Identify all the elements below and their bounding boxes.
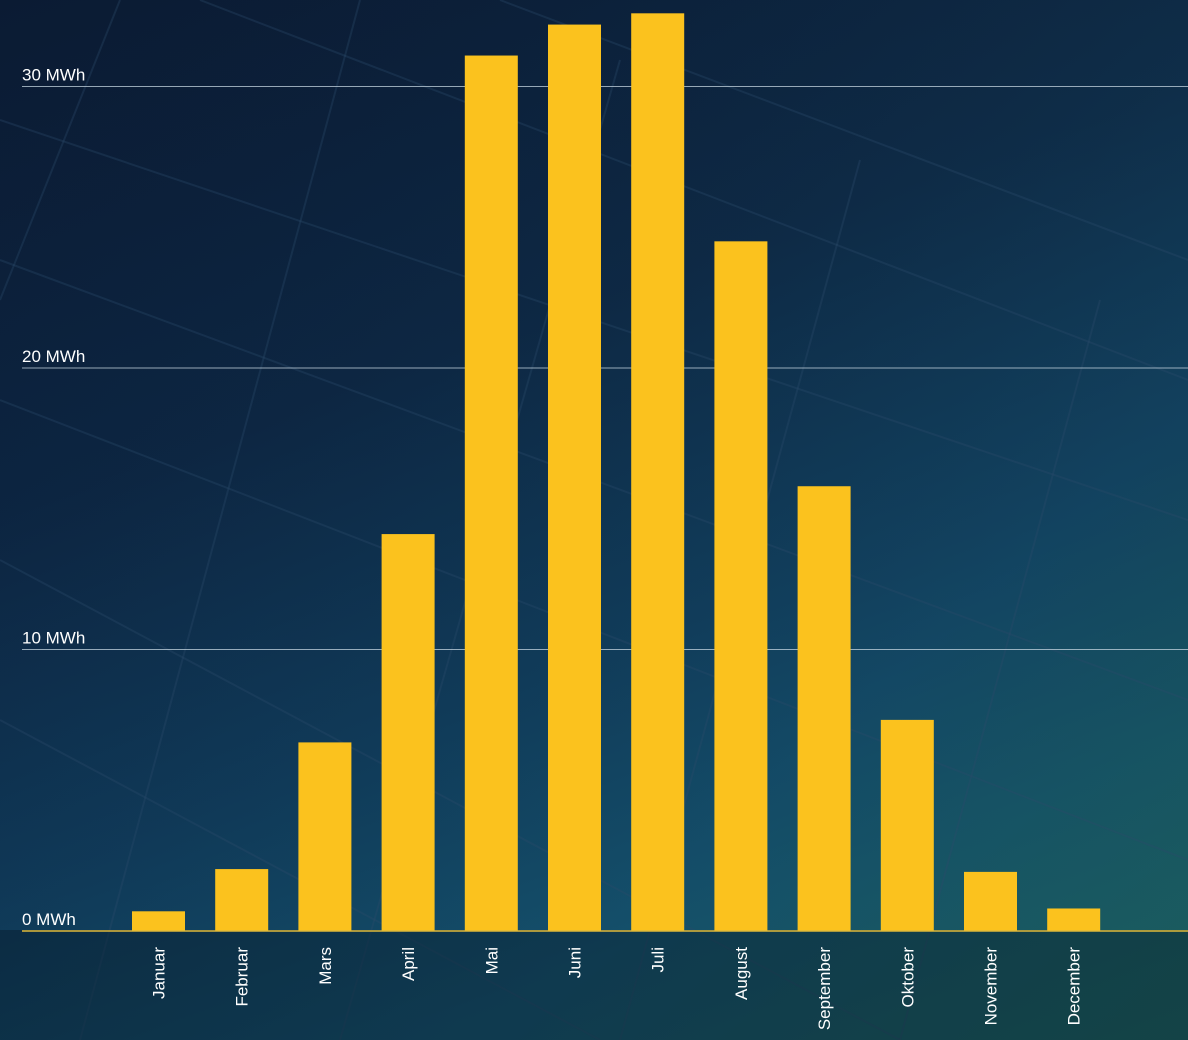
x-tick-label: April bbox=[399, 947, 418, 981]
bars bbox=[132, 13, 1101, 932]
x-tick-label: August bbox=[732, 947, 751, 1000]
bar-mai bbox=[464, 55, 518, 932]
bar-februar bbox=[215, 869, 269, 931]
x-tick-label: December bbox=[1065, 947, 1084, 1026]
bar-juni bbox=[548, 24, 601, 931]
bar-april bbox=[381, 534, 435, 931]
bar-september bbox=[797, 486, 851, 931]
x-tick-label: September bbox=[815, 947, 834, 1030]
bar-december bbox=[1047, 908, 1101, 931]
y-axis-ticks: 0 MWh 10 MWh 20 MWh 30 MWh bbox=[22, 66, 85, 930]
x-tick-label: November bbox=[982, 947, 1001, 1026]
x-tick-label: Mars bbox=[316, 947, 335, 985]
gridlines bbox=[22, 86, 1188, 650]
bar-oktober bbox=[880, 719, 934, 931]
bar-november bbox=[964, 871, 1017, 931]
y-tick-label: 0 MWh bbox=[22, 910, 76, 929]
y-tick-label: 10 MWh bbox=[22, 629, 85, 648]
x-tick-label: Januar bbox=[150, 947, 169, 999]
bar-januar bbox=[132, 911, 185, 931]
y-tick-label: 30 MWh bbox=[22, 66, 85, 85]
bar-august bbox=[714, 241, 768, 931]
bar-juli bbox=[631, 13, 685, 932]
x-tick-label: Juli bbox=[649, 947, 668, 973]
x-axis-labels: Januar Februar Mars April Mai Juni Juli August S… bbox=[150, 947, 1084, 1031]
x-tick-label: Februar bbox=[233, 947, 252, 1007]
y-tick-label: 20 MWh bbox=[22, 347, 85, 366]
x-tick-label: Oktober bbox=[898, 947, 917, 1008]
bar-mars bbox=[298, 742, 352, 931]
x-tick-label: Mai bbox=[482, 947, 501, 974]
x-tick-label: Juni bbox=[566, 947, 585, 978]
